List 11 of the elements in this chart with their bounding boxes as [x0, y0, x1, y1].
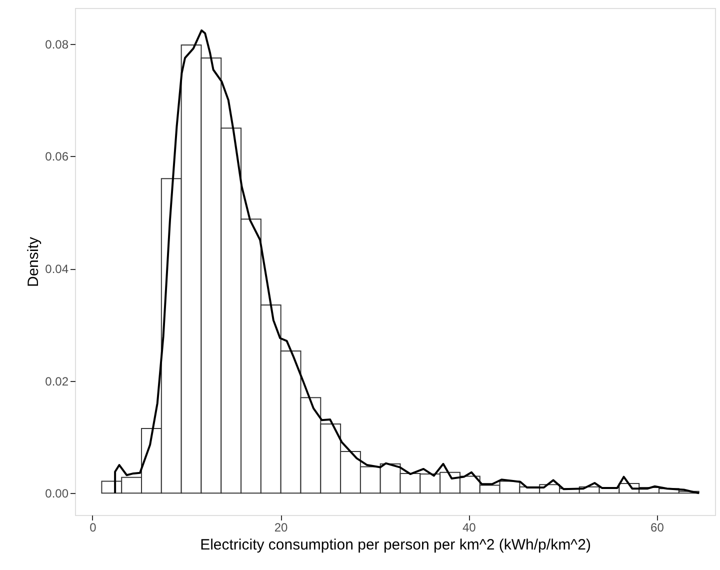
- y-tick-label: 0.02: [45, 374, 69, 388]
- y-tick-label: 0.04: [45, 262, 69, 276]
- x-tick-label: 20: [274, 520, 288, 534]
- x-tick-label: 60: [650, 520, 664, 534]
- y-axis-title: Density: [25, 236, 42, 288]
- y-tick-label: 0.00: [45, 486, 69, 501]
- x-axis-title: Electricity consumption per person per km^2 (kWh/p/km^2): [200, 536, 591, 554]
- x-tick-label: 0: [90, 520, 97, 534]
- y-tick-label: 0.08: [45, 37, 69, 52]
- y-tick-label: 0.06: [45, 150, 69, 164]
- x-tick-label: 40: [462, 520, 476, 534]
